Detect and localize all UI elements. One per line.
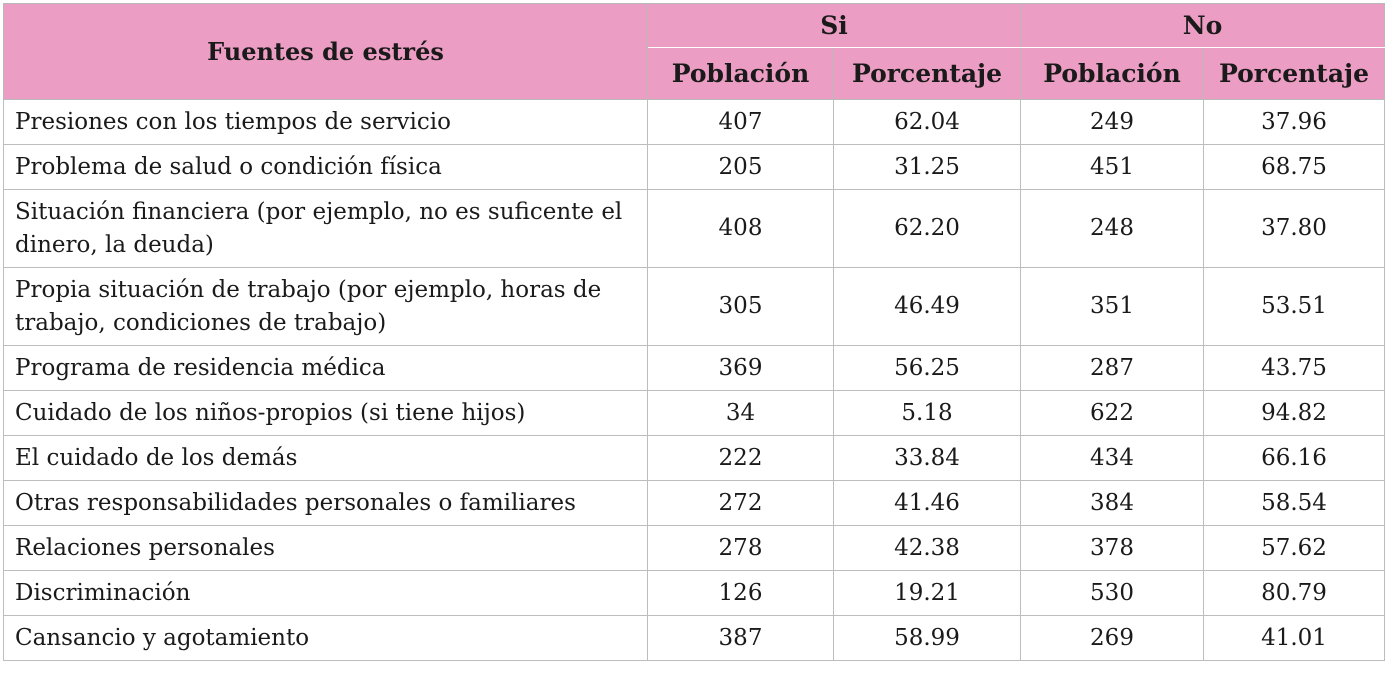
row-label: Otras responsabilidades personales o fam… bbox=[3, 480, 648, 526]
si-poblacion-cell: 222 bbox=[647, 435, 834, 481]
header-group-no: No bbox=[1020, 3, 1385, 48]
no-porcentaje-cell: 57.62 bbox=[1203, 525, 1385, 571]
header-si-poblacion: Población bbox=[647, 47, 834, 100]
no-poblacion-cell: 530 bbox=[1020, 570, 1204, 616]
no-poblacion-cell: 622 bbox=[1020, 390, 1204, 436]
si-poblacion-cell: 305 bbox=[647, 267, 834, 346]
si-poblacion-cell: 205 bbox=[647, 144, 834, 190]
no-poblacion-cell: 269 bbox=[1020, 615, 1204, 661]
stress-sources-table: Fuentes de estrés Si No Población Porcen… bbox=[3, 3, 1385, 661]
row-label: Propia situación de trabajo (por ejemplo… bbox=[3, 267, 648, 346]
si-porcentaje-cell: 31.25 bbox=[833, 144, 1021, 190]
si-poblacion-cell: 34 bbox=[647, 390, 834, 436]
no-porcentaje-cell: 37.96 bbox=[1203, 99, 1385, 145]
no-poblacion-cell: 434 bbox=[1020, 435, 1204, 481]
si-poblacion-cell: 126 bbox=[647, 570, 834, 616]
no-poblacion-cell: 384 bbox=[1020, 480, 1204, 526]
table-header: Fuentes de estrés Si No Población Porcen… bbox=[3, 3, 1385, 100]
no-poblacion-cell: 249 bbox=[1020, 99, 1204, 145]
no-porcentaje-cell: 68.75 bbox=[1203, 144, 1385, 190]
table-row: El cuidado de los demás 222 33.84 434 66… bbox=[3, 435, 1385, 481]
si-porcentaje-cell: 19.21 bbox=[833, 570, 1021, 616]
si-porcentaje-cell: 62.04 bbox=[833, 99, 1021, 145]
table-row: Cansancio y agotamiento 387 58.99 269 41… bbox=[3, 615, 1385, 661]
table-row: Problema de salud o condición física 205… bbox=[3, 144, 1385, 190]
table-row: Discriminación 126 19.21 530 80.79 bbox=[3, 570, 1385, 616]
si-poblacion-cell: 407 bbox=[647, 99, 834, 145]
no-poblacion-cell: 351 bbox=[1020, 267, 1204, 346]
header-fuentes-de-estres: Fuentes de estrés bbox=[3, 3, 648, 100]
no-porcentaje-cell: 43.75 bbox=[1203, 345, 1385, 391]
row-label: El cuidado de los demás bbox=[3, 435, 648, 481]
header-si-porcentaje: Porcentaje bbox=[833, 47, 1021, 100]
row-label: Discriminación bbox=[3, 570, 648, 616]
table-row: Propia situación de trabajo (por ejemplo… bbox=[3, 267, 1385, 346]
no-porcentaje-cell: 53.51 bbox=[1203, 267, 1385, 346]
row-label: Relaciones personales bbox=[3, 525, 648, 571]
si-porcentaje-cell: 62.20 bbox=[833, 189, 1021, 268]
table-row: Presiones con los tiempos de servicio 40… bbox=[3, 99, 1385, 145]
row-label: Cansancio y agotamiento bbox=[3, 615, 648, 661]
si-poblacion-cell: 369 bbox=[647, 345, 834, 391]
table-row: Situación financiera (por ejemplo, no es… bbox=[3, 189, 1385, 268]
header-no-porcentaje: Porcentaje bbox=[1203, 47, 1385, 100]
si-porcentaje-cell: 33.84 bbox=[833, 435, 1021, 481]
row-label: Programa de residencia médica bbox=[3, 345, 648, 391]
row-label: Situación financiera (por ejemplo, no es… bbox=[3, 189, 648, 268]
si-poblacion-cell: 278 bbox=[647, 525, 834, 571]
no-poblacion-cell: 451 bbox=[1020, 144, 1204, 190]
no-porcentaje-cell: 37.80 bbox=[1203, 189, 1385, 268]
si-porcentaje-cell: 58.99 bbox=[833, 615, 1021, 661]
header-row-subcolumns: Población Porcentaje Población Porcentaj… bbox=[4, 47, 1385, 100]
no-porcentaje-cell: 94.82 bbox=[1203, 390, 1385, 436]
no-porcentaje-cell: 41.01 bbox=[1203, 615, 1385, 661]
table-row: Otras responsabilidades personales o fam… bbox=[3, 480, 1385, 526]
row-label: Presiones con los tiempos de servicio bbox=[3, 99, 648, 145]
no-porcentaje-cell: 66.16 bbox=[1203, 435, 1385, 481]
si-porcentaje-cell: 46.49 bbox=[833, 267, 1021, 346]
row-label: Cuidado de los niños-propios (si tiene h… bbox=[3, 390, 648, 436]
header-no-poblacion: Población bbox=[1020, 47, 1204, 100]
no-poblacion-cell: 287 bbox=[1020, 345, 1204, 391]
si-porcentaje-cell: 56.25 bbox=[833, 345, 1021, 391]
si-poblacion-cell: 408 bbox=[647, 189, 834, 268]
table-row: Cuidado de los niños-propios (si tiene h… bbox=[3, 390, 1385, 436]
header-row-groups: Fuentes de estrés Si No bbox=[3, 3, 1385, 100]
table-row: Programa de residencia médica 369 56.25 … bbox=[3, 345, 1385, 391]
no-porcentaje-cell: 80.79 bbox=[1203, 570, 1385, 616]
si-poblacion-cell: 387 bbox=[647, 615, 834, 661]
si-porcentaje-cell: 41.46 bbox=[833, 480, 1021, 526]
no-porcentaje-cell: 58.54 bbox=[1203, 480, 1385, 526]
row-label: Problema de salud o condición física bbox=[3, 144, 648, 190]
si-porcentaje-cell: 5.18 bbox=[833, 390, 1021, 436]
header-group-si: Si bbox=[647, 3, 1021, 48]
table-body: Presiones con los tiempos de servicio 40… bbox=[3, 99, 1385, 661]
no-poblacion-cell: 248 bbox=[1020, 189, 1204, 268]
table-row: Relaciones personales 278 42.38 378 57.6… bbox=[3, 525, 1385, 571]
si-porcentaje-cell: 42.38 bbox=[833, 525, 1021, 571]
no-poblacion-cell: 378 bbox=[1020, 525, 1204, 571]
si-poblacion-cell: 272 bbox=[647, 480, 834, 526]
